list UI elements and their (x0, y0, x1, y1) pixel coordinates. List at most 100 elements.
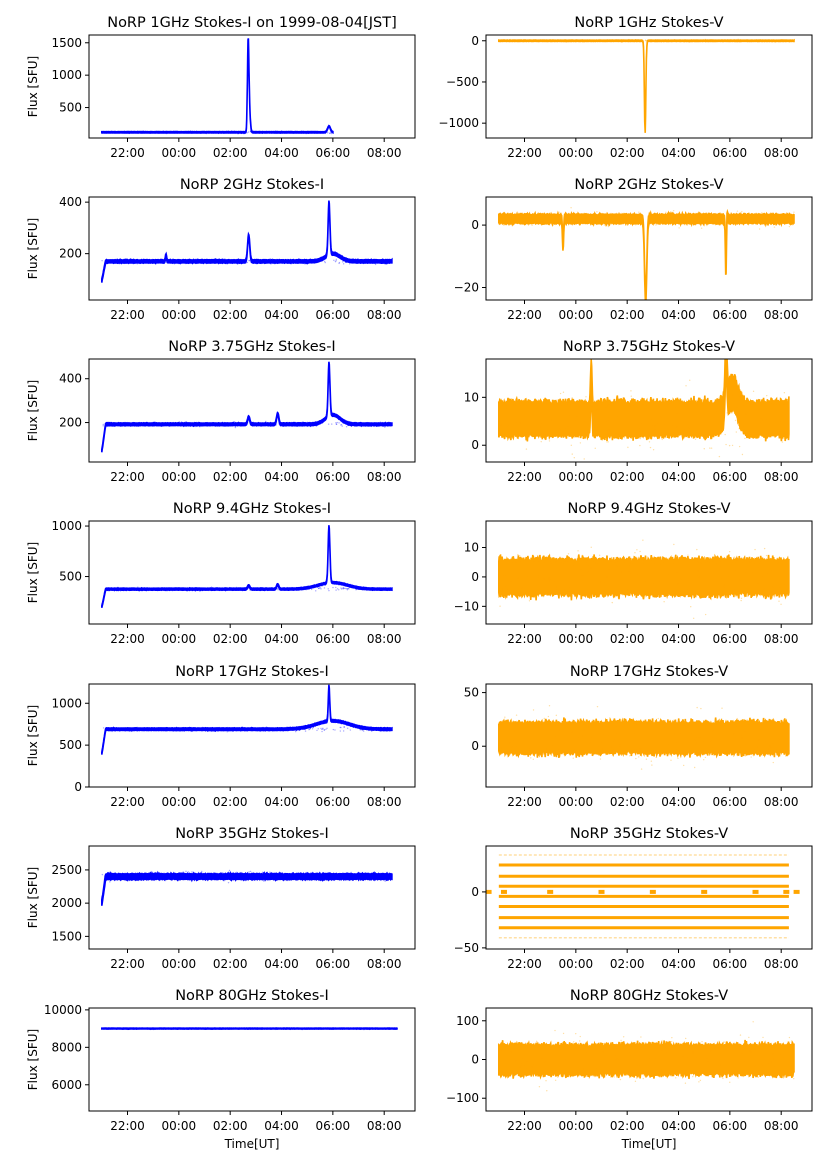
data-point (614, 738, 616, 740)
data-point (190, 422, 192, 425)
x-tick-label: 02:00 (213, 632, 248, 646)
data-point (299, 131, 302, 133)
data-point (114, 588, 117, 590)
y-axis-label: Flux [SFU] (26, 218, 40, 279)
data-band (101, 525, 393, 608)
data-point (743, 39, 745, 42)
data-point (538, 40, 540, 42)
data-point (621, 41, 623, 43)
data-point (389, 729, 391, 731)
data-point (595, 216, 598, 219)
data-point (268, 260, 271, 263)
data-point (378, 729, 381, 731)
data-point (359, 876, 361, 879)
data-point (623, 415, 626, 417)
data-point (199, 426, 201, 428)
data-point (263, 880, 265, 882)
data-point (211, 876, 214, 879)
data-point (736, 740, 738, 742)
data-point (293, 876, 295, 878)
data-point (750, 1051, 753, 1053)
data-point (107, 259, 110, 261)
data-point (273, 588, 275, 590)
data-point (210, 131, 212, 133)
x-tick-label: 04:00 (661, 957, 696, 971)
data-point (295, 727, 298, 730)
data-point (766, 572, 768, 575)
data-point (615, 39, 618, 42)
data-point (338, 261, 341, 264)
data-point (287, 1028, 289, 1030)
data-point (335, 589, 337, 591)
data-point (271, 258, 274, 260)
data-point (316, 1027, 318, 1030)
data-point (620, 1039, 622, 1042)
data-point (281, 131, 283, 133)
data-point (133, 132, 136, 134)
data-point (249, 589, 251, 591)
data-point (713, 39, 716, 41)
data-point (771, 1053, 774, 1055)
data-point (261, 727, 263, 729)
data-point (238, 423, 241, 426)
data-point (712, 40, 715, 42)
data-point (172, 1027, 175, 1029)
data-point (692, 1051, 694, 1053)
data-point (378, 1027, 380, 1030)
data-point (241, 425, 243, 427)
data-point (131, 131, 133, 133)
data-point (262, 131, 264, 133)
data-point (735, 431, 737, 433)
data-point (675, 742, 677, 744)
data-point (288, 131, 290, 134)
data-point (541, 1065, 543, 1068)
data-point (224, 131, 227, 134)
data-point (558, 211, 560, 213)
data-point (317, 728, 319, 730)
data-point (540, 440, 542, 443)
data-point (623, 562, 626, 564)
data-point (371, 423, 374, 425)
data-point (734, 419, 737, 422)
data-point (306, 421, 309, 423)
data-point (761, 212, 763, 214)
data-point (252, 130, 254, 132)
data-point (502, 40, 505, 42)
data-point (640, 768, 643, 770)
data-point (544, 414, 547, 416)
data-point (566, 404, 568, 407)
data-point (184, 587, 187, 589)
data-point (332, 728, 335, 731)
data-point (611, 601, 613, 604)
data-point (254, 878, 256, 881)
data-point (598, 554, 601, 556)
data-point (501, 1071, 503, 1073)
data-point (724, 395, 726, 398)
data-point (286, 131, 288, 133)
data-point (252, 262, 255, 264)
data-point (103, 875, 106, 877)
data-point (546, 1090, 548, 1092)
data-point (755, 40, 757, 43)
data-point (116, 729, 118, 732)
data-point (115, 131, 118, 134)
data-point (721, 707, 723, 709)
data-point (293, 132, 295, 134)
data-point (700, 707, 702, 710)
data-point (204, 132, 207, 134)
data-point (748, 220, 750, 222)
data-point (617, 1057, 620, 1060)
data-point (576, 416, 578, 418)
data-point (132, 131, 135, 133)
data-point (679, 589, 682, 592)
data-point (634, 552, 636, 554)
data-point (740, 599, 742, 602)
data-point (514, 1044, 516, 1047)
data-point (705, 40, 707, 43)
data-point (576, 573, 578, 575)
data-point (336, 421, 338, 424)
data-point (219, 131, 222, 133)
data-point (338, 1027, 340, 1029)
data-point (757, 41, 759, 43)
data-point (532, 1063, 534, 1066)
